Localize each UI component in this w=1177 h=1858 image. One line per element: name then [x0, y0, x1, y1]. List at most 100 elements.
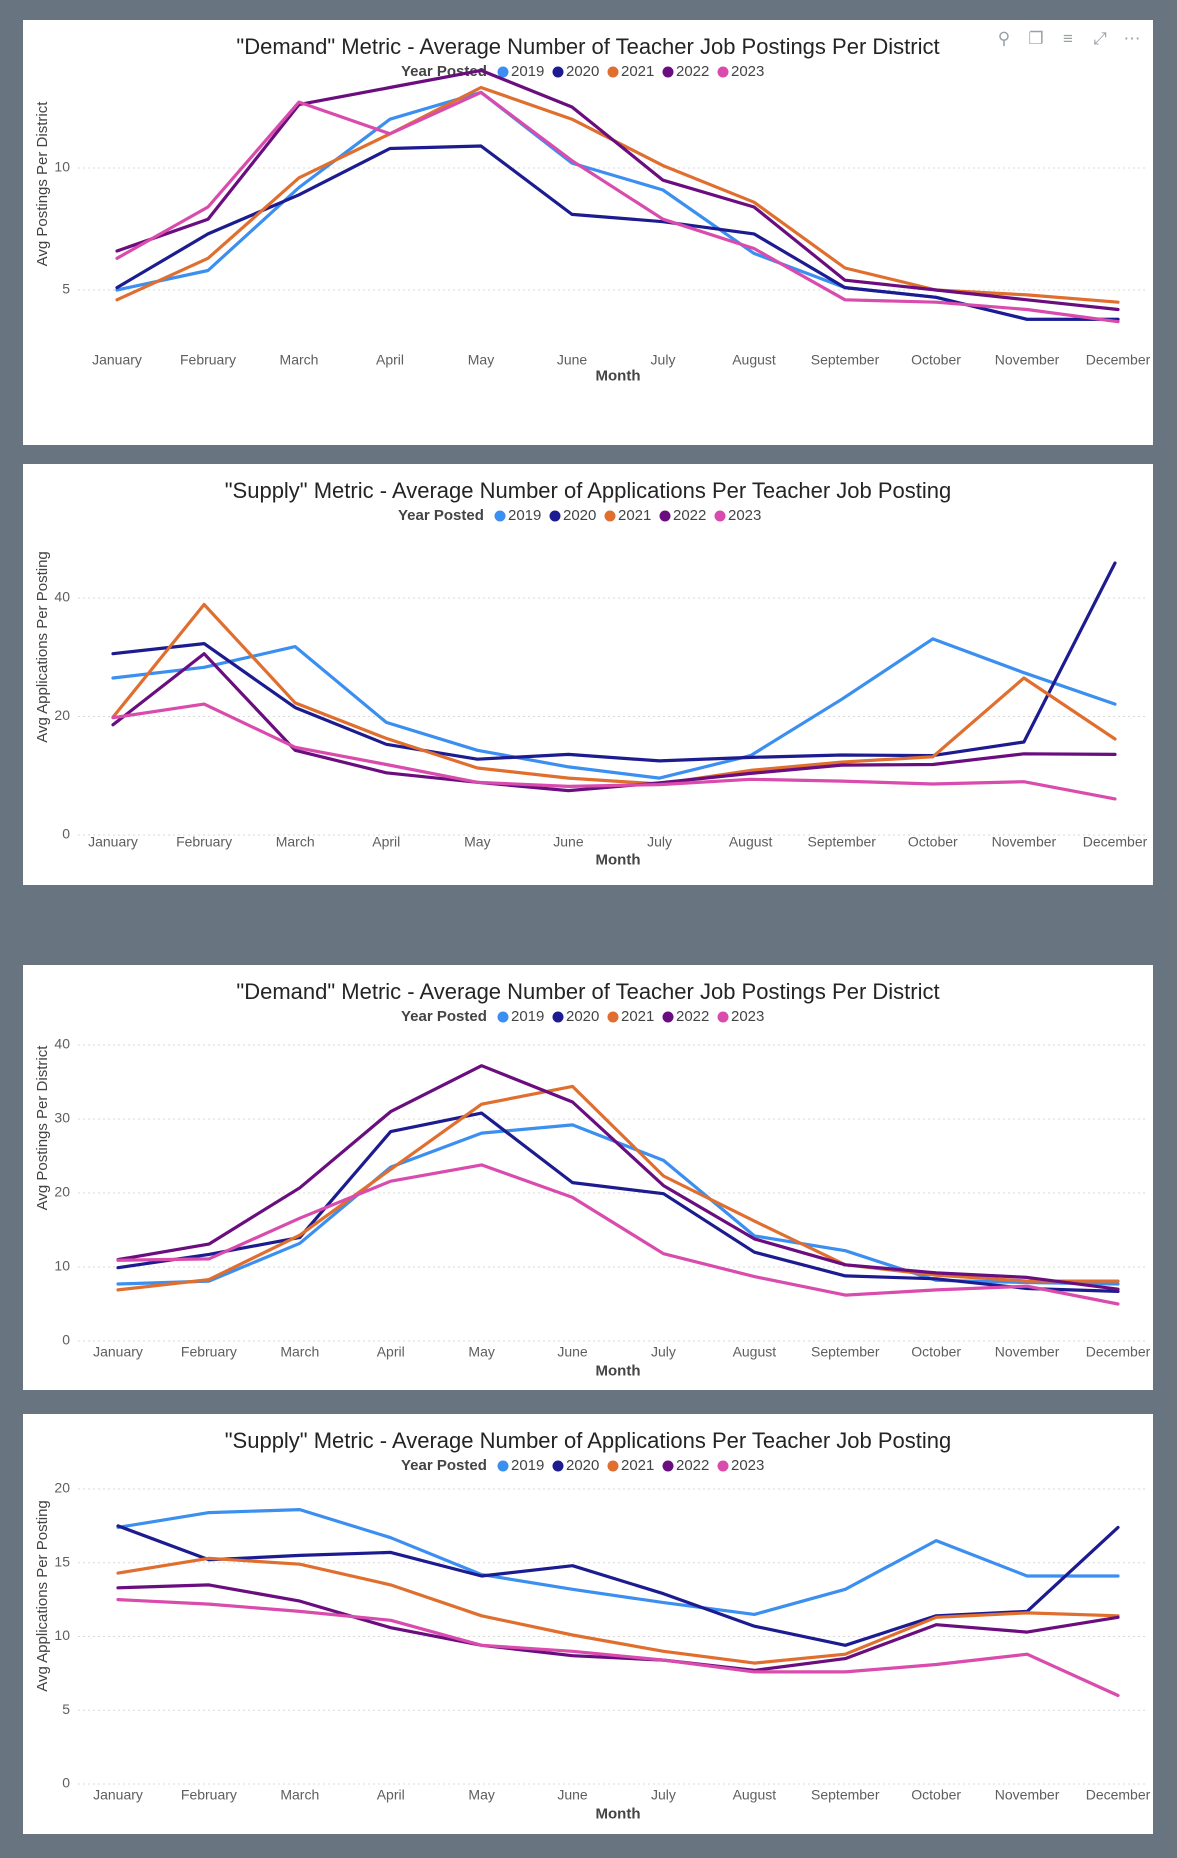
legend-marker — [714, 510, 726, 522]
legend-marker — [607, 1460, 619, 1472]
x-tick-label: December — [1083, 833, 1148, 849]
series-line-2021[interactable] — [116, 1084, 1120, 1292]
supply-chart-panel-1[interactable]: "Supply" Metric - Average Number of Appl… — [23, 464, 1153, 885]
legend-item-2022[interactable]: 2022 — [662, 1457, 710, 1474]
legend-item-2020[interactable]: 2020 — [552, 1008, 600, 1025]
legend-item-2020[interactable]: 2020 — [552, 63, 600, 80]
x-tick-label: December — [1086, 351, 1151, 367]
legend-label: 2023 — [728, 507, 761, 524]
series-line-2020[interactable] — [116, 1111, 1120, 1293]
legend-item-2020[interactable]: 2020 — [549, 507, 597, 524]
legend-marker — [497, 1460, 509, 1472]
x-axis-title: Month — [596, 367, 641, 384]
x-tick-label: January — [88, 833, 138, 849]
legend-marker — [662, 1460, 674, 1472]
legend-title: Year Posted — [401, 1457, 487, 1474]
y-tick-label: 0 — [62, 826, 70, 842]
legend: Year Posted 2019 2020 2021 2022 2023 — [401, 63, 764, 80]
legend-label: 2022 — [676, 1457, 709, 1474]
series-line-2022[interactable] — [115, 68, 1120, 312]
legend-title: Year Posted — [401, 63, 487, 80]
legend-label: 2021 — [621, 1457, 654, 1474]
x-tick-label: October — [908, 833, 958, 849]
legend-marker — [717, 1460, 729, 1472]
more-options-icon[interactable]: ⋯ — [1123, 29, 1141, 48]
series-line-2023[interactable] — [116, 1598, 1120, 1698]
legend-item-2023[interactable]: 2023 — [717, 1457, 765, 1474]
legend-label: 2020 — [566, 1008, 599, 1025]
legend-item-2022[interactable]: 2022 — [662, 63, 710, 80]
legend-item-2019[interactable]: 2019 — [497, 1008, 545, 1025]
legend-item-2021[interactable]: 2021 — [607, 1457, 655, 1474]
series-line-2022[interactable] — [111, 652, 1117, 793]
x-tick-label: September — [811, 1343, 880, 1359]
legend-item-2023[interactable]: 2023 — [717, 1008, 765, 1025]
x-tick-label: November — [995, 1786, 1060, 1802]
y-axis-title: Avg Applications Per Posting — [34, 1500, 51, 1692]
x-axis-title: Month — [596, 851, 641, 868]
x-axis-title: Month — [596, 1362, 641, 1379]
x-tick-label: January — [93, 1786, 143, 1802]
x-tick-label: December — [1086, 1343, 1151, 1359]
y-tick-label: 40 — [54, 589, 70, 605]
focus-mode-icon[interactable]: ⤢ — [1093, 29, 1107, 48]
x-tick-label: November — [995, 1343, 1060, 1359]
series-line-2022[interactable] — [116, 1064, 1120, 1291]
x-tick-label: September — [807, 833, 876, 849]
demand-chart-panel-2[interactable]: "Demand" Metric - Average Number of Teac… — [23, 965, 1153, 1390]
x-tick-label: July — [651, 1343, 676, 1359]
x-tick-label: January — [93, 1343, 143, 1359]
legend-item-2022[interactable]: 2022 — [659, 507, 707, 524]
legend-item-2023[interactable]: 2023 — [714, 507, 762, 524]
series-line-2019[interactable] — [116, 1123, 1120, 1286]
legend-item-2023[interactable]: 2023 — [717, 63, 765, 80]
series-line-2023[interactable] — [115, 90, 1120, 324]
series-line-2021[interactable] — [111, 602, 1117, 786]
series-line-2020[interactable] — [115, 144, 1120, 321]
x-tick-label: August — [732, 351, 776, 367]
x-tick-label: April — [376, 351, 404, 367]
legend-label: 2019 — [511, 1008, 544, 1025]
legend-marker — [717, 1011, 729, 1023]
x-tick-label: March — [280, 1786, 319, 1802]
series-line-2021[interactable] — [116, 1556, 1120, 1665]
pin-icon[interactable]: ⚲ — [997, 29, 1011, 48]
legend-marker — [717, 66, 729, 78]
y-tick-label: 20 — [54, 707, 70, 723]
copy-icon[interactable]: ❐ — [1028, 29, 1044, 48]
y-axis-title: Avg Applications Per Posting — [34, 551, 51, 743]
series-line-2021[interactable] — [115, 85, 1120, 304]
legend-item-2021[interactable]: 2021 — [607, 63, 655, 80]
series-line-2020[interactable] — [111, 561, 1117, 763]
legend-marker — [607, 1011, 619, 1023]
legend-label: 2022 — [673, 507, 706, 524]
legend-item-2022[interactable]: 2022 — [662, 1008, 710, 1025]
y-tick-label: 10 — [54, 159, 70, 175]
series-line-2023[interactable] — [116, 1163, 1120, 1306]
legend-item-2019[interactable]: 2019 — [494, 507, 542, 524]
legend-marker — [604, 510, 616, 522]
series-line-2023[interactable] — [111, 702, 1117, 801]
legend-item-2019[interactable]: 2019 — [497, 1457, 545, 1474]
series-line-2022[interactable] — [116, 1583, 1120, 1672]
supply-chart-panel-2[interactable]: "Supply" Metric - Average Number of Appl… — [23, 1414, 1153, 1834]
y-tick-label: 0 — [62, 1332, 70, 1348]
series-line-2019[interactable] — [116, 1507, 1120, 1616]
y-tick-label: 10 — [54, 1627, 70, 1643]
chart-title: "Supply" Metric - Average Number of Appl… — [225, 478, 952, 503]
legend-item-2019[interactable]: 2019 — [497, 63, 545, 80]
x-tick-label: September — [811, 351, 880, 367]
chart-title: "Demand" Metric - Average Number of Teac… — [236, 34, 939, 59]
x-tick-label: April — [377, 1786, 405, 1802]
x-tick-label: November — [995, 351, 1060, 367]
legend-item-2021[interactable]: 2021 — [607, 1008, 655, 1025]
legend-title: Year Posted — [398, 507, 484, 524]
legend-marker — [494, 510, 506, 522]
chart-title: "Supply" Metric - Average Number of Appl… — [225, 1428, 952, 1453]
x-tick-label: March — [280, 351, 319, 367]
legend-item-2020[interactable]: 2020 — [552, 1457, 600, 1474]
series-line-2019[interactable] — [111, 637, 1117, 780]
demand-chart-panel-1[interactable]: "Demand" Metric - Average Number of Teac… — [23, 20, 1153, 445]
filter-icon[interactable]: ≡ — [1063, 29, 1073, 48]
legend-item-2021[interactable]: 2021 — [604, 507, 652, 524]
